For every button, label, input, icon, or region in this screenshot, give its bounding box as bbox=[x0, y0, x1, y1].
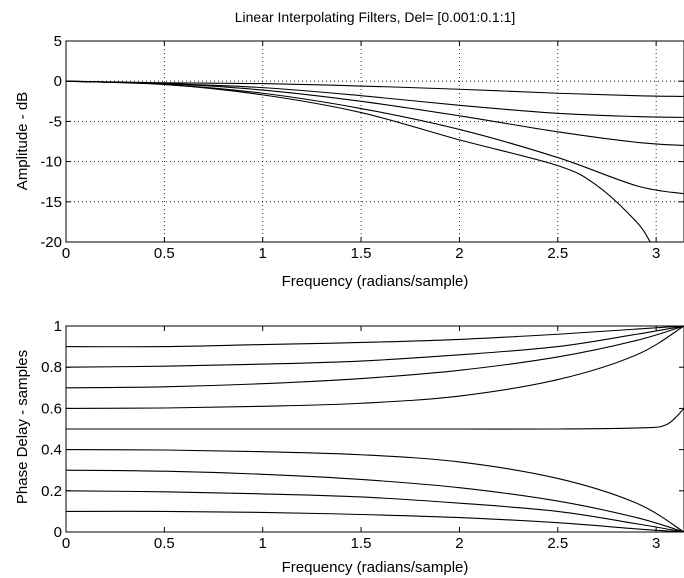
series-line-5 bbox=[65, 80, 651, 243]
y-tick-label: -10 bbox=[40, 154, 62, 171]
y-tick-label: 1 bbox=[54, 318, 62, 335]
series-line-9 bbox=[65, 510, 684, 533]
series-line-4 bbox=[65, 80, 684, 195]
series-line-5 bbox=[65, 407, 684, 430]
series-line-7 bbox=[65, 469, 684, 533]
x-tick-label: 2.5 bbox=[547, 245, 568, 262]
x-tick-label: 0.5 bbox=[154, 245, 175, 262]
phase-delay-xlabel: Frequency (radians/sample) bbox=[282, 559, 469, 576]
phase-delay-ticks: 0 0.5 1 1.5 2 2.5 3 0 0.2 0.4 0.6 0.8 1 bbox=[41, 318, 684, 552]
amplitude-curves bbox=[65, 80, 684, 243]
amplitude-ylabel: Amplitude - dB bbox=[14, 92, 31, 190]
x-tick-label: 2.5 bbox=[547, 535, 568, 552]
phase-delay-axes-frame bbox=[65, 325, 684, 533]
y-tick-label: 0 bbox=[54, 524, 62, 541]
amplitude-axes-frame bbox=[65, 40, 684, 243]
series-line-2 bbox=[65, 325, 684, 368]
x-tick-label: 2 bbox=[455, 245, 463, 262]
amplitude-ticks: 0 0.5 1 1.5 2 2.5 3 -20 -15 -10 -5 0 5 bbox=[40, 33, 684, 262]
series-line-1 bbox=[65, 80, 684, 98]
x-tick-label: 1 bbox=[259, 245, 267, 262]
phase-delay-ylabel: Phase Delay - samples bbox=[14, 350, 31, 504]
y-tick-label: 0.8 bbox=[41, 359, 62, 376]
y-tick-label: -5 bbox=[49, 113, 62, 130]
series-line-4 bbox=[65, 325, 684, 409]
x-tick-label: 0 bbox=[62, 535, 70, 552]
x-tick-label: 3 bbox=[652, 245, 660, 262]
chart-title: Linear Interpolating Filters, Del= [0.00… bbox=[235, 9, 516, 25]
phase-delay-curves bbox=[65, 325, 684, 533]
y-tick-label: 0.6 bbox=[41, 400, 62, 417]
y-tick-label: -15 bbox=[40, 194, 62, 211]
y-tick-label: 0.2 bbox=[41, 483, 62, 500]
series-line-3 bbox=[65, 325, 684, 389]
y-tick-label: 0 bbox=[54, 73, 62, 90]
x-tick-label: 1.5 bbox=[351, 245, 372, 262]
series-line-8 bbox=[65, 490, 684, 533]
series-line-1 bbox=[65, 325, 684, 348]
series-line-6 bbox=[65, 449, 684, 533]
x-tick-label: 1.5 bbox=[351, 535, 372, 552]
phase-delay-panel: 0 0.5 1 1.5 2 2.5 3 0 0.2 0.4 0.6 0.8 1 Frequency (r… bbox=[14, 318, 684, 576]
y-tick-label: 5 bbox=[54, 33, 62, 50]
y-tick-label: 0.4 bbox=[41, 442, 62, 459]
x-tick-label: 1 bbox=[259, 535, 267, 552]
x-tick-label: 0.5 bbox=[154, 535, 175, 552]
x-tick-label: 2 bbox=[455, 535, 463, 552]
series-line-3 bbox=[65, 80, 684, 147]
amplitude-panel: Linear Interpolating Filters, Del= [0.00… bbox=[14, 9, 684, 290]
y-tick-label: -20 bbox=[40, 234, 62, 251]
amplitude-xlabel: Frequency (radians/sample) bbox=[282, 273, 469, 290]
x-tick-label: 3 bbox=[652, 535, 660, 552]
x-tick-label: 0 bbox=[62, 245, 70, 262]
amplitude-grid bbox=[66, 41, 684, 242]
